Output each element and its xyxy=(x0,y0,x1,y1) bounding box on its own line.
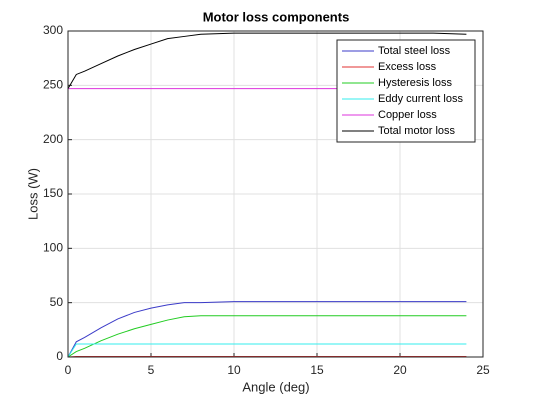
y-axis-label: Loss (W) xyxy=(25,168,40,220)
y-tick-label: 200 xyxy=(43,132,63,146)
y-tick-label: 0 xyxy=(56,349,63,363)
x-tick-label: 10 xyxy=(227,363,241,377)
x-axis-label: Angle (deg) xyxy=(242,379,309,394)
series-line xyxy=(67,32,467,89)
chart-title: Motor loss components xyxy=(203,9,350,24)
series-line xyxy=(67,355,467,358)
legend-label: Copper loss xyxy=(378,109,437,121)
x-tick-label: 5 xyxy=(148,363,155,377)
series-line xyxy=(67,343,467,358)
legend: Total steel loss Excess loss Hysteresis lo… xyxy=(336,39,476,143)
x-tick-label: 15 xyxy=(310,363,324,377)
x-tick-label: 0 xyxy=(65,363,72,377)
plot-layer xyxy=(67,32,467,358)
axes-box xyxy=(67,30,484,358)
legend-label: Excess loss xyxy=(378,61,437,73)
y-tick-label: 50 xyxy=(50,295,64,309)
legend-label: Eddy current loss xyxy=(378,93,463,105)
x-tick-label: 20 xyxy=(393,363,407,377)
legend-box xyxy=(336,39,476,143)
y-tick-label: 100 xyxy=(43,241,63,255)
x-tick-label: 25 xyxy=(476,363,490,377)
y-tick-label: 250 xyxy=(43,78,63,92)
y-tick-label: 150 xyxy=(43,186,63,200)
legend-label: Total motor loss xyxy=(378,125,456,137)
legend-label: Total steel loss xyxy=(378,45,451,57)
legend-label: Hysteresis loss xyxy=(378,77,452,89)
series-line xyxy=(67,301,467,358)
series-line xyxy=(67,315,467,358)
y-tick-label: 300 xyxy=(43,23,63,37)
